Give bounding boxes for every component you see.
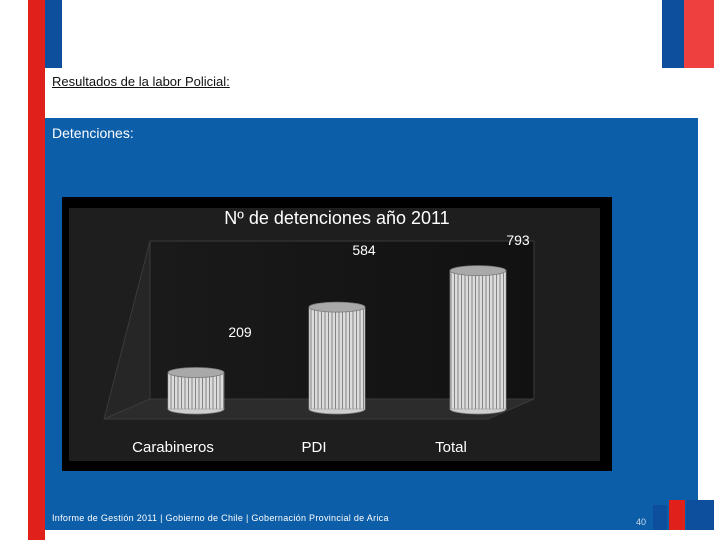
bar-top (449, 265, 507, 277)
category-label-pdi: PDI (301, 439, 326, 456)
bar-total (449, 265, 507, 415)
left-red-stripe (28, 0, 45, 540)
top-right-blue-block (662, 0, 684, 68)
panel-subheading: Detenciones: (52, 125, 134, 141)
top-right-red-block (684, 0, 714, 68)
bottom-right-red-block (669, 500, 685, 530)
page-number: 40 (636, 517, 647, 527)
bars-layer: 209 Carabineros 584 PDI 793 Total (132, 232, 530, 456)
category-label-total: Total (435, 439, 467, 456)
bar-top (308, 301, 366, 313)
data-label-total: 793 (506, 232, 530, 248)
category-label-carabineros: Carabineros (132, 439, 214, 456)
chart-canvas: Nº de detenciones año 2011 209 Carabinero… (62, 197, 612, 471)
bar-pdi (308, 301, 366, 415)
footer-text: Informe de Gestión 2011 | Gobierno de Ch… (52, 513, 389, 523)
bar-body (449, 270, 507, 410)
bottom-right-blue-block (653, 505, 667, 530)
bottom-right-blue-block-2 (686, 500, 714, 530)
left-blue-block (45, 0, 62, 68)
bar-body (308, 306, 366, 410)
bar-carabineros (167, 367, 225, 415)
slide-heading: Resultados de la labor Policial: (52, 74, 230, 89)
data-label-pdi: 584 (352, 242, 376, 258)
bar-body (167, 372, 225, 410)
bar-top (167, 367, 225, 378)
chart-title: Nº de detenciones año 2011 (224, 208, 449, 228)
bottom-strip (45, 530, 720, 540)
detentions-chart: Nº de detenciones año 2011 209 Carabinero… (62, 197, 612, 471)
data-label-carabineros: 209 (228, 324, 252, 340)
left-white-margin (0, 0, 28, 540)
